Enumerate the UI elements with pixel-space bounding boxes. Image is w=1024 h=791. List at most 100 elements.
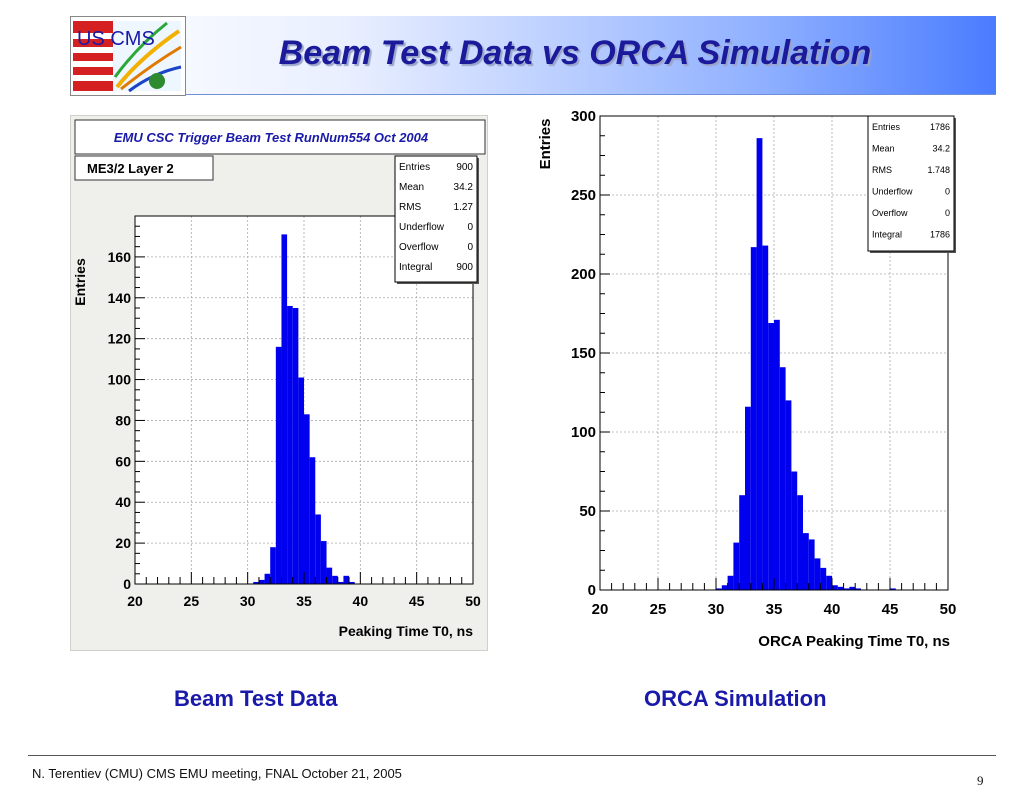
x-axis-label: Peaking Time T0, ns	[339, 623, 474, 639]
y-tick-label: 50	[579, 503, 596, 520]
y-tick-label: 100	[108, 372, 132, 388]
orca-simulation-chart: 20 25 30 35 40 45 50 0 50 100 150 200 250 300 Entries…	[530, 100, 970, 660]
stats-label: Mean	[872, 144, 895, 154]
histogram-bar	[803, 533, 809, 590]
y-tick-label: 250	[571, 187, 596, 204]
histogram-bar	[849, 586, 856, 590]
x-tick-label: 50	[465, 593, 481, 609]
y-axis-label: Entries	[72, 258, 88, 306]
stats-value: 0	[945, 208, 950, 218]
histogram-bar	[320, 541, 327, 584]
stats-label: Underflow	[872, 187, 913, 197]
stats-label: Underflow	[399, 222, 445, 233]
chart-title-box	[74, 119, 486, 155]
y-tick-label: 200	[571, 266, 596, 283]
histogram-bar	[287, 305, 293, 584]
stats-label: Entries	[399, 162, 430, 173]
footer-divider	[28, 755, 996, 756]
stats-label: Entries	[872, 122, 901, 132]
histogram-bar	[779, 367, 786, 590]
histogram-bar	[826, 575, 832, 590]
stats-label: Overflow	[399, 242, 439, 253]
y-tick-label: 40	[115, 494, 131, 510]
histogram-bar	[820, 567, 827, 590]
y-tick-label: 0	[123, 576, 131, 592]
x-tick-label: 30	[708, 601, 725, 618]
x-axis-label: ORCA Peaking Time T0, ns	[758, 633, 950, 650]
caption-beam-test: Beam Test Data	[174, 686, 338, 711]
histogram-bar	[843, 588, 850, 590]
histogram-bar	[349, 581, 355, 584]
x-tick-label: 45	[409, 593, 425, 609]
histogram-bar	[814, 558, 821, 590]
stats-value: 1.748	[927, 165, 950, 175]
title-banner	[70, 16, 996, 95]
histogram-bar	[745, 406, 751, 590]
y-tick-label: 0	[588, 582, 596, 599]
stats-value: 34.2	[932, 144, 950, 154]
histogram-bar	[721, 585, 728, 590]
histogram-bar	[791, 471, 798, 590]
footer-text: N. Terentiev (CMU) CMS EMU meeting, FNAL…	[32, 766, 402, 781]
stats-label: Integral	[399, 262, 432, 273]
x-tick-label: 50	[940, 601, 957, 618]
stats-label: RMS	[399, 202, 422, 213]
stats-value: 1786	[930, 230, 950, 240]
beam-test-chart: EMU CSC Trigger Beam Test RunNum554 Oct …	[70, 115, 488, 651]
x-tick-label: 35	[296, 593, 312, 609]
chart-subtitle: ME3/2 Layer 2	[87, 161, 174, 176]
histogram-bar	[855, 588, 861, 590]
stats-value: 900	[456, 262, 473, 273]
x-tick-label: 45	[882, 601, 899, 618]
histogram-bar	[768, 322, 774, 590]
histogram-bar	[739, 495, 745, 590]
histogram-bar	[298, 377, 304, 584]
stats-box	[394, 155, 478, 283]
histogram-bar	[808, 539, 815, 590]
histogram-bar	[332, 575, 338, 584]
x-tick-label: 20	[127, 593, 143, 609]
x-tick-label: 25	[184, 593, 200, 609]
histogram-bar	[716, 588, 722, 590]
histogram-bar	[774, 319, 780, 590]
x-tick-label: 35	[766, 601, 783, 618]
histogram-bar	[270, 547, 276, 584]
stats-value: 0	[467, 242, 473, 253]
x-tick-label: 25	[650, 601, 667, 618]
x-tick-label: 20	[592, 601, 609, 618]
histogram-bar	[727, 575, 734, 590]
stats-value: 0	[945, 187, 950, 197]
stats-value: 1.27	[454, 202, 474, 213]
y-tick-label: 60	[115, 453, 131, 469]
chart-title: EMU CSC Trigger Beam Test RunNum554 Oct …	[114, 130, 429, 145]
histogram-bar	[733, 542, 740, 590]
stats-value: 34.2	[454, 182, 474, 193]
stats-label: RMS	[872, 165, 892, 175]
y-tick-label: 140	[108, 290, 132, 306]
y-tick-label: 120	[108, 331, 132, 347]
histogram-bar	[253, 581, 259, 584]
histogram-bar	[785, 400, 792, 590]
histogram-bar	[343, 575, 350, 584]
stats-value: 900	[456, 162, 473, 173]
histogram-bar	[756, 138, 763, 590]
histogram-bar	[264, 573, 271, 584]
page-number: 9	[977, 773, 984, 788]
histogram-bar	[292, 308, 299, 584]
us-cms-logo: US CMS	[70, 16, 186, 96]
stats-label: Integral	[872, 230, 902, 240]
y-tick-label: 100	[571, 424, 596, 441]
y-tick-label: 80	[115, 412, 131, 428]
histogram-bar	[315, 514, 321, 584]
caption-orca-simulation: ORCA Simulation	[644, 686, 827, 711]
y-tick-label: 20	[115, 535, 131, 551]
histogram-bar	[890, 588, 896, 590]
histogram-bar	[750, 247, 757, 590]
histogram-bar	[326, 567, 333, 584]
histogram-bar	[258, 579, 265, 584]
x-tick-label: 40	[824, 601, 841, 618]
y-tick-label: 150	[571, 345, 596, 362]
histogram-bar	[281, 234, 288, 584]
slide-title: Beam Test Data vs ORCA Simulation	[278, 34, 872, 72]
histogram-bar	[304, 414, 310, 584]
